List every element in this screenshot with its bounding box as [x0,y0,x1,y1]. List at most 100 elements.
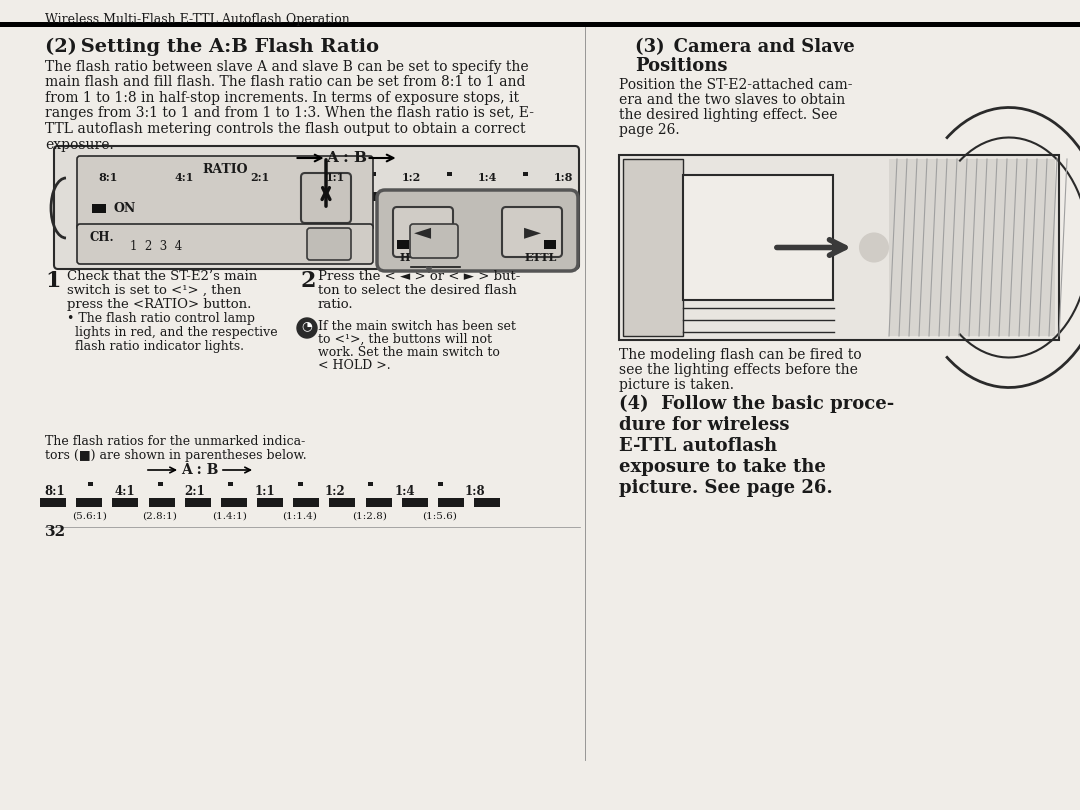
Bar [386,192,414,201]
Text: lights in red, and the respective: lights in red, and the respective [67,326,278,339]
Bar [447,172,451,176]
Bar [149,498,175,507]
Bar [220,498,247,507]
Bar [623,159,683,336]
Text: (1.4:1): (1.4:1) [213,512,247,521]
Bar [619,155,1059,340]
Bar [112,498,138,507]
Bar [219,172,225,176]
Text: era and the two slaves to obtain: era and the two slaves to obtain [619,93,846,107]
Bar [523,172,528,176]
Bar [297,482,302,486]
Text: 1:1: 1:1 [255,485,275,498]
Text: 32: 32 [45,525,66,539]
FancyBboxPatch shape [502,207,562,257]
Bar [544,240,556,249]
Bar [437,498,463,507]
Bar [329,498,355,507]
Text: The flash ratio between slave A and slave B can be set to specify the: The flash ratio between slave A and slav… [45,60,528,74]
Text: CH.: CH. [90,231,114,244]
Bar [228,482,232,486]
Text: (3) Camera and Slave: (3) Camera and Slave [635,38,854,56]
FancyBboxPatch shape [77,156,373,230]
Text: 1  2  3  4: 1 2 3 4 [130,240,183,253]
Bar [460,192,488,201]
Text: exposure.: exposure. [45,138,113,151]
Text: < HOLD >.: < HOLD >. [318,359,391,372]
Text: from 1 to 1:8 in half-stop increments. In terms of exposure stops, it: from 1 to 1:8 in half-stop increments. I… [45,91,519,105]
Bar [535,192,563,201]
Text: (1:2.8): (1:2.8) [352,512,388,521]
Bar [200,192,228,201]
Text: 2: 2 [300,270,315,292]
Bar [77,498,103,507]
Bar [144,172,148,176]
Text: flash ratio indicator lights.: flash ratio indicator lights. [67,340,244,353]
Circle shape [297,318,318,338]
Bar [889,159,1055,336]
Text: Wireless Multi-Flash E-TTL Autoflash Operation: Wireless Multi-Flash E-TTL Autoflash Ope… [45,13,350,26]
Bar [40,498,66,507]
FancyBboxPatch shape [301,173,351,223]
Text: dure for wireless: dure for wireless [619,416,789,434]
Bar [370,172,376,176]
Text: 1: 1 [45,270,60,292]
Bar [367,482,373,486]
Text: picture. See page 26.: picture. See page 26. [619,479,833,497]
Text: to <¹>, the buttons will not: to <¹>, the buttons will not [318,333,492,346]
Text: 2:1: 2:1 [251,172,269,183]
Bar [397,240,409,249]
Bar [125,192,153,201]
Bar [237,192,265,201]
Text: A : B: A : B [181,463,218,477]
Bar [92,204,106,213]
Bar [295,172,300,176]
Bar [437,482,443,486]
Text: ranges from 3:1 to 1 and from 1 to 1:3. When the flash ratio is set, E-: ranges from 3:1 to 1 and from 1 to 1:3. … [45,106,534,121]
Text: 8:1: 8:1 [98,172,118,183]
Text: picture is taken.: picture is taken. [619,378,734,392]
Bar [293,498,320,507]
Text: ratio.: ratio. [318,298,353,311]
Text: (2.8:1): (2.8:1) [143,512,177,521]
Text: The modeling flash can be fired to: The modeling flash can be fired to [619,348,862,362]
FancyBboxPatch shape [307,228,351,260]
Bar [162,192,190,201]
Bar [311,192,339,201]
FancyBboxPatch shape [377,190,578,271]
FancyBboxPatch shape [54,146,579,269]
Text: main flash and fill flash. The flash ratio can be set from 8:1 to 1 and: main flash and fill flash. The flash rat… [45,75,526,89]
Bar [0,22,1080,27]
Text: H: H [400,252,410,263]
Text: 4:1: 4:1 [174,172,193,183]
FancyBboxPatch shape [410,224,458,258]
Bar [683,175,833,300]
Text: 1:1: 1:1 [326,172,346,183]
Circle shape [860,233,888,262]
Text: E-TTL autoflash: E-TTL autoflash [619,437,778,455]
Bar [274,192,302,201]
Text: ◄: ◄ [415,222,432,242]
Text: 1:2: 1:2 [325,485,346,498]
Text: (4)  Follow the basic proce-: (4) Follow the basic proce- [619,395,894,413]
Text: 8:1: 8:1 [44,485,65,498]
Bar [158,482,162,486]
Text: (2) Setting the A:B Flash Ratio: (2) Setting the A:B Flash Ratio [45,38,379,56]
Text: Press the < ◄ > or < ► > but-: Press the < ◄ > or < ► > but- [318,270,521,283]
Bar [423,192,451,201]
Text: TTL autoflash metering controls the flash output to obtain a correct: TTL autoflash metering controls the flas… [45,122,526,136]
Bar [257,498,283,507]
FancyBboxPatch shape [393,207,453,257]
Text: tors (■) are shown in parentheses below.: tors (■) are shown in parentheses below. [45,449,307,462]
FancyBboxPatch shape [77,224,373,264]
Text: RATIO: RATIO [202,163,247,176]
Text: press the <RATIO> button.: press the <RATIO> button. [67,298,252,311]
Text: ◔: ◔ [301,319,312,332]
Text: If the main switch has been set: If the main switch has been set [318,320,516,333]
Text: (1:1.4): (1:1.4) [283,512,318,521]
Text: switch is set to <¹> , then: switch is set to <¹> , then [67,284,241,297]
Text: 1:4: 1:4 [477,172,497,183]
Text: 1:8: 1:8 [553,172,572,183]
Text: Check that the ST-E2’s main: Check that the ST-E2’s main [67,270,257,283]
Text: (1:5.6): (1:5.6) [422,512,458,521]
